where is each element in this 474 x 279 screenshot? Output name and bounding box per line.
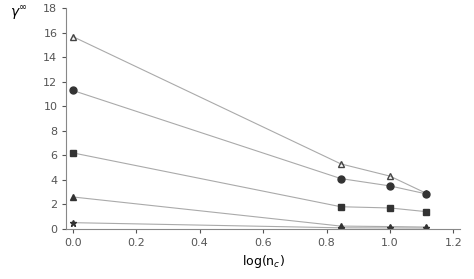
X-axis label: log(n$_c$): log(n$_c$)	[242, 253, 284, 270]
Y-axis label: $\gamma^{\infty}$: $\gamma^{\infty}$	[10, 4, 28, 21]
